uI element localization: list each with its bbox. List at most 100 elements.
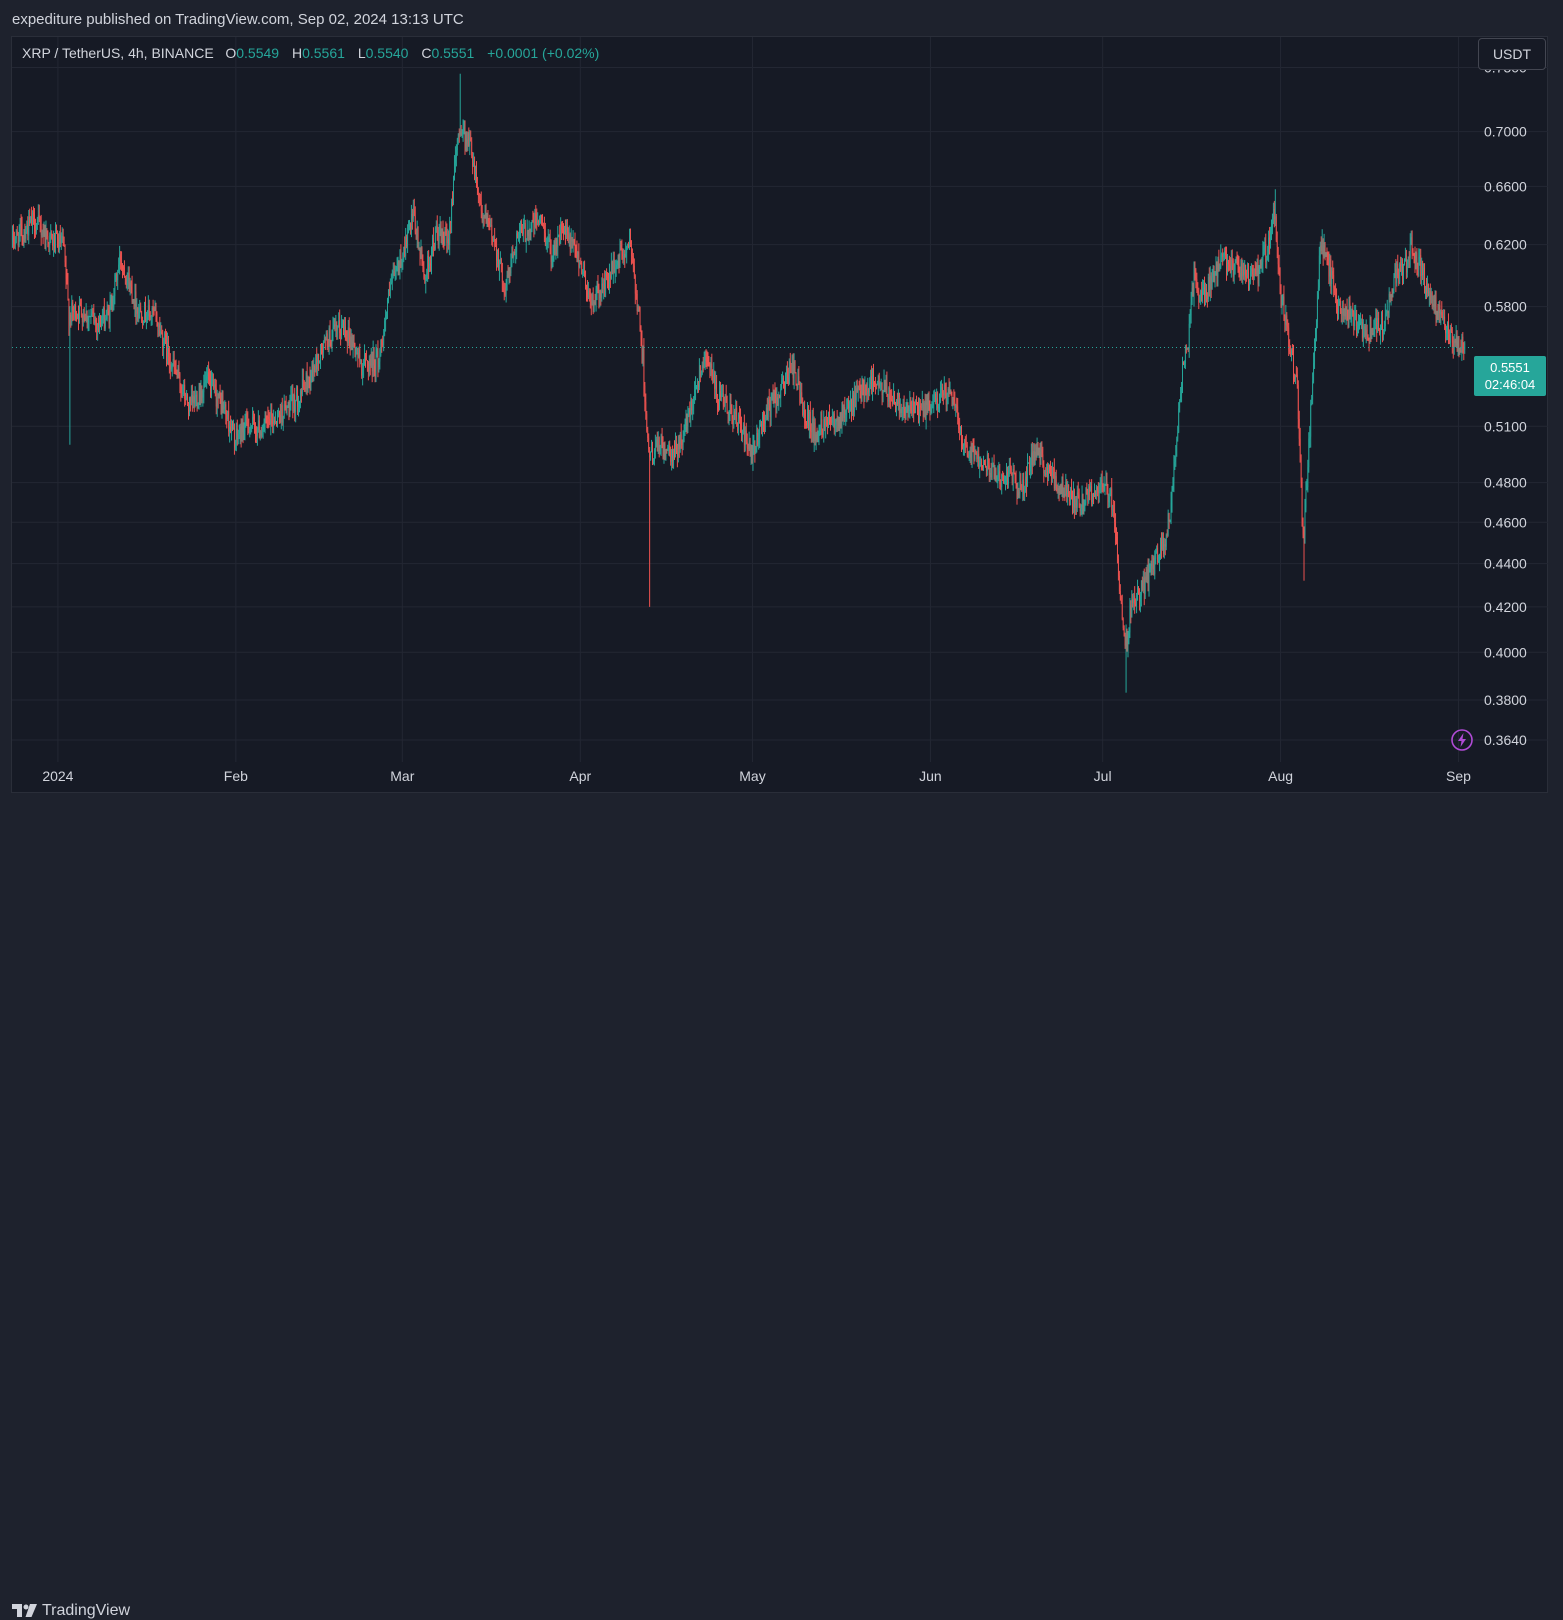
candle-body xyxy=(640,331,642,340)
candle-body xyxy=(1211,277,1213,289)
candle-body xyxy=(866,390,868,395)
legend-low: 0.5540 xyxy=(365,45,409,61)
candle-body xyxy=(875,384,877,385)
candle-body xyxy=(300,391,301,402)
candle-body xyxy=(364,354,365,364)
candle-body xyxy=(1160,541,1161,555)
candle-body xyxy=(318,354,320,362)
candle-body xyxy=(1223,256,1225,258)
candle-body xyxy=(1103,486,1105,488)
candle-body xyxy=(1090,486,1092,492)
candle-body xyxy=(1047,466,1049,479)
candle-body xyxy=(919,406,920,423)
candle-body xyxy=(65,262,67,279)
candle-body xyxy=(610,261,612,279)
candle-body xyxy=(40,225,42,235)
candle-body xyxy=(96,321,98,330)
candle-body xyxy=(978,453,980,468)
candle-body xyxy=(20,223,22,226)
candle-body xyxy=(179,373,181,387)
x-tick-label: Apr xyxy=(569,768,591,784)
candle-body xyxy=(930,408,932,413)
candle-body xyxy=(247,417,249,427)
candle-body xyxy=(572,239,574,242)
chart-svg[interactable]: 0.36400.38000.40000.42000.44000.46000.48… xyxy=(0,0,1563,837)
candle-body xyxy=(610,274,611,279)
candle-body xyxy=(1461,336,1463,353)
candle-body xyxy=(1266,259,1268,263)
candle-body xyxy=(711,363,713,375)
candle-body xyxy=(810,431,812,433)
candle-body xyxy=(951,394,953,405)
candle-body xyxy=(239,426,241,435)
candle-body xyxy=(903,404,905,409)
candle-body xyxy=(260,431,262,436)
candle-body xyxy=(1359,322,1360,325)
candle-body xyxy=(535,213,537,218)
candle-body xyxy=(491,225,493,237)
candle-body xyxy=(1423,267,1425,275)
candle-body xyxy=(1002,474,1004,476)
y-tick-label: 0.4800 xyxy=(1484,475,1527,491)
candle-body xyxy=(843,407,845,418)
candle-body xyxy=(499,259,500,270)
candle-body xyxy=(662,442,664,458)
candle-body xyxy=(751,451,753,461)
candle-body xyxy=(24,231,26,239)
candle-body xyxy=(1130,605,1132,618)
candle-body xyxy=(1374,328,1376,330)
candle-body xyxy=(288,402,290,417)
currency-button[interactable]: USDT xyxy=(1478,38,1546,70)
candle-body xyxy=(1437,311,1439,313)
candle-body xyxy=(214,384,216,389)
candle-body xyxy=(1272,208,1274,223)
candle-body xyxy=(632,256,633,257)
candle-body xyxy=(1325,252,1327,257)
candle-body xyxy=(1074,490,1075,508)
candle-body xyxy=(526,230,528,239)
candle-body xyxy=(1438,304,1440,313)
candle-body xyxy=(657,437,659,452)
candle-body xyxy=(771,392,773,400)
candle-body xyxy=(1176,438,1178,446)
tradingview-logo[interactable]: TradingView xyxy=(12,1602,130,1620)
candle-body xyxy=(829,412,830,418)
candle-body xyxy=(932,403,934,406)
candle-body xyxy=(342,324,343,326)
candle-body xyxy=(1297,385,1299,419)
candle-body xyxy=(1413,254,1415,257)
candle-body xyxy=(936,398,938,402)
candle-body xyxy=(567,231,569,240)
candle-body xyxy=(658,437,660,452)
candle-body xyxy=(115,274,117,276)
candle-body xyxy=(110,298,112,303)
candle-body xyxy=(1173,461,1175,482)
candle-body xyxy=(1295,374,1297,376)
candle-body xyxy=(14,239,16,245)
candle-body xyxy=(1432,304,1434,307)
chart-frame[interactable] xyxy=(11,36,1548,793)
candle-body xyxy=(463,126,465,130)
candle-body xyxy=(1451,332,1453,343)
candle-body xyxy=(325,333,327,340)
candle-body xyxy=(966,445,968,455)
candle-body xyxy=(855,388,857,400)
candle-body xyxy=(718,404,719,407)
candle-body xyxy=(599,291,601,298)
candle-body xyxy=(295,399,297,412)
candle-body xyxy=(819,429,821,435)
lightning-icon[interactable] xyxy=(1450,728,1474,752)
candle-body xyxy=(21,225,23,237)
candle-body xyxy=(1041,449,1043,455)
candle-body xyxy=(832,413,834,417)
candle-body xyxy=(660,435,662,445)
candle-body xyxy=(605,271,607,290)
candle-body xyxy=(749,441,751,457)
candle-body xyxy=(637,310,639,312)
candle-body xyxy=(395,270,397,276)
candle-body xyxy=(1253,268,1255,278)
candle-body xyxy=(890,398,892,400)
candle-body xyxy=(672,449,673,462)
candle-body xyxy=(416,227,418,240)
candle-body xyxy=(948,388,950,393)
